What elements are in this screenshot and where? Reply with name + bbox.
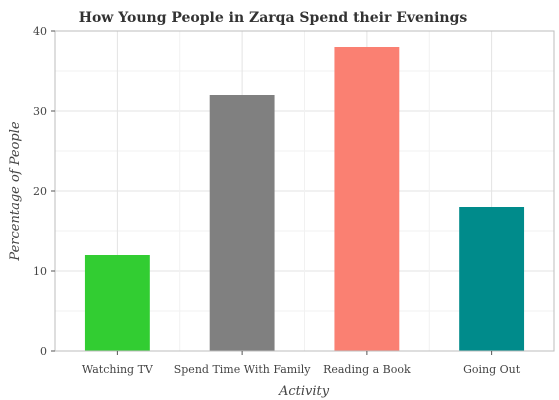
bar-spend-time-with-family (209, 95, 275, 351)
chart-title: How Young People in Zarqa Spend their Ev… (79, 10, 468, 26)
bar-going-out (459, 207, 525, 351)
y-tick-label: 30 (33, 105, 47, 118)
y-tick-label: 0 (40, 345, 47, 358)
x-tick-label: Spend Time With Family (174, 363, 312, 376)
y-axis-label: Percentage of People (8, 121, 23, 261)
bar-watching-tv (84, 255, 150, 351)
x-tick-label: Watching TV (82, 363, 154, 376)
x-tick-label: Going Out (463, 363, 521, 376)
y-tick-label: 20 (33, 185, 47, 198)
y-tick-label: 10 (33, 265, 47, 278)
y-axis-ticks: 0 10 20 30 40 (33, 25, 55, 358)
bars (84, 47, 525, 351)
bar-reading-a-book (334, 47, 400, 351)
x-axis-label: Activity (278, 384, 330, 399)
y-tick-label: 40 (33, 25, 47, 38)
x-axis-ticks: Watching TV Spend Time With Family Reading… (82, 351, 521, 376)
x-tick-label: Reading a Book (323, 363, 411, 376)
